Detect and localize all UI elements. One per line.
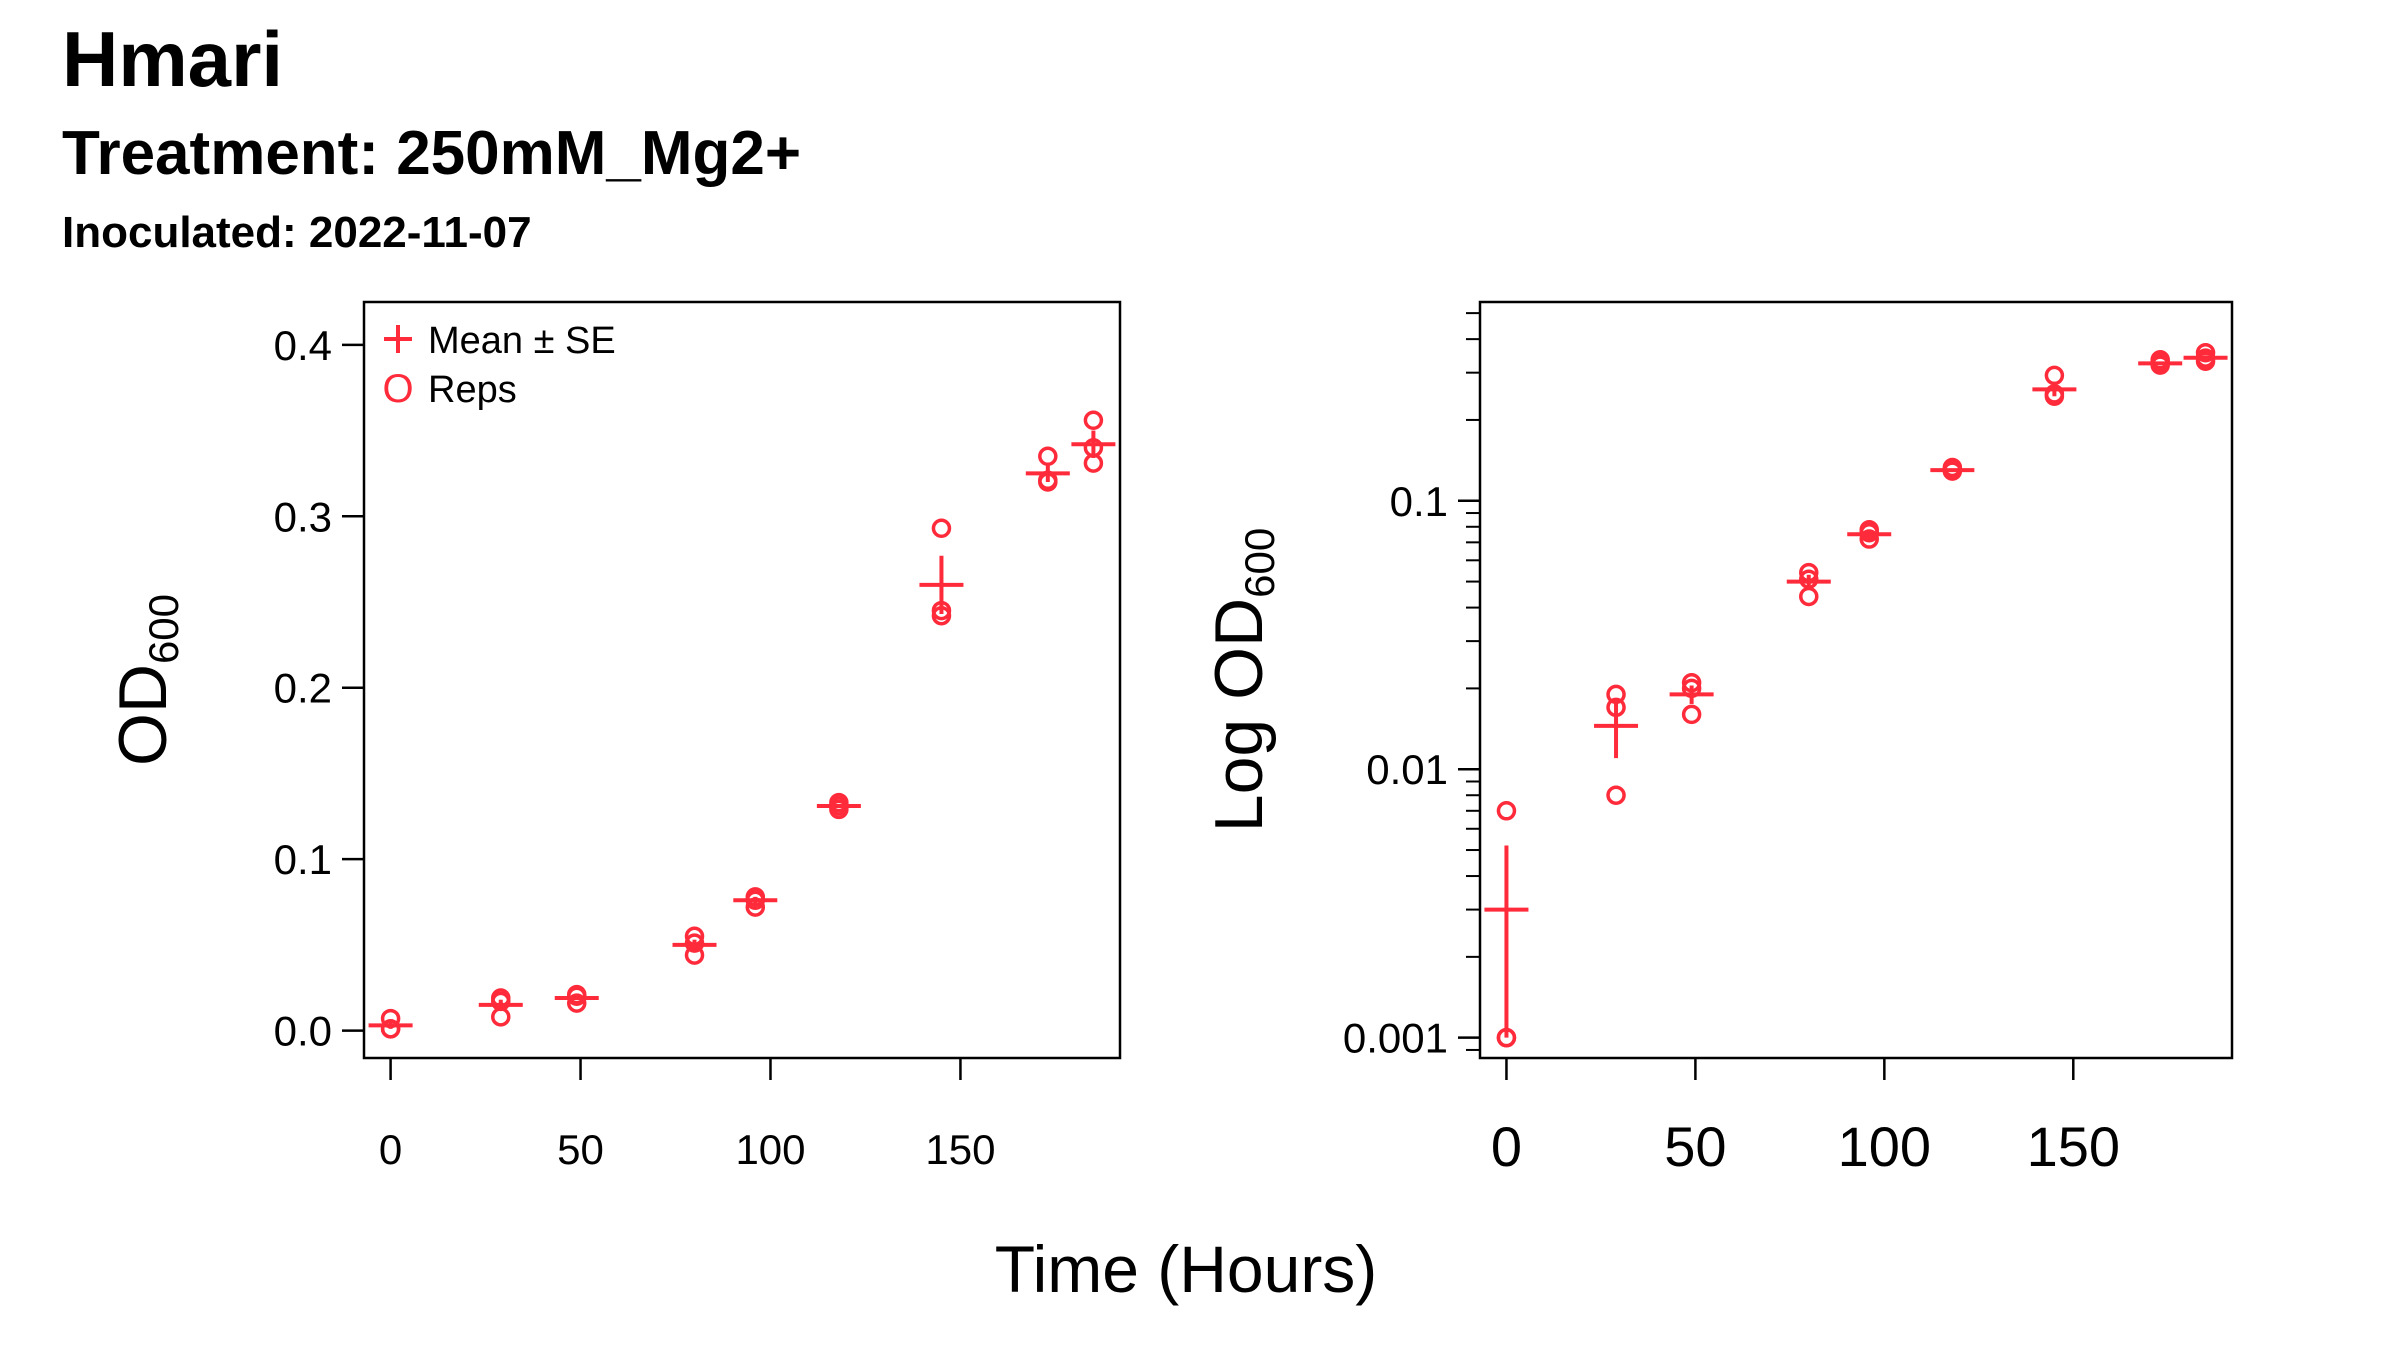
rep-point (1606, 785, 1626, 805)
rep-point (684, 933, 705, 953)
y-axis-label-subscript: 600 (1236, 528, 1283, 598)
x-tick-label: 0 (379, 1126, 402, 1173)
rep-point (2044, 386, 2065, 407)
y-tick-label: 0.3 (274, 493, 332, 540)
legend-reps-label: Reps (428, 369, 517, 411)
x-tick-label: 50 (557, 1126, 604, 1173)
rep-point (745, 890, 766, 911)
x-tick-label: 100 (1838, 1115, 1931, 1178)
rep-point (931, 518, 952, 539)
y-tick-label: 0.01 (1366, 746, 1448, 793)
rep-point (931, 605, 952, 626)
rep-point (1083, 453, 1104, 473)
chart-title: Hmari (62, 15, 284, 103)
plot-frame (1478, 300, 2234, 1060)
x-tick-label: 50 (1664, 1115, 1726, 1178)
rep-point (745, 897, 766, 917)
rep-point (566, 986, 587, 1007)
rep-point (1799, 586, 1819, 607)
x-tick-label: 150 (925, 1126, 995, 1173)
x-tick-label: 0 (1491, 1115, 1522, 1178)
x-axis-label: Time (Hours) (995, 1232, 1378, 1306)
rep-point (1496, 1027, 1517, 1048)
left-panel-od-linear: 0 50 100 150 0.0 0.1 0.2 0.3 0.4 OD600 Mean ± SE O R… (105, 300, 1122, 1173)
rep-point (1799, 562, 1819, 583)
y-tick-label: 0.0 (274, 1008, 332, 1055)
rep-point (1496, 801, 1517, 821)
rep-point (1859, 529, 1879, 549)
rep-point (491, 1007, 511, 1027)
y-tick-label: 0.2 (274, 665, 332, 712)
rep-point (1681, 672, 1702, 693)
x-tick-label: 100 (735, 1126, 805, 1173)
legend-reps-symbol: O (382, 367, 413, 411)
rep-point (1606, 697, 1626, 718)
rep-point (380, 1008, 401, 1029)
rep-point (829, 799, 849, 820)
x-tick-label: 150 (2027, 1115, 2120, 1178)
rep-point (1038, 446, 1058, 467)
rep-point (1681, 704, 1702, 725)
y-axis-label: OD600 (105, 594, 187, 766)
rep-point (1942, 461, 1963, 481)
plot-frame (362, 300, 1122, 1060)
rep-point (2195, 351, 2216, 371)
y-axis-label-subscript: 600 (140, 594, 187, 664)
inoculated-subtitle: Inoculated: 2022-11-07 (62, 208, 532, 257)
right-panel-od-log: 0 50 100 150 0.001 0.01 0.1 Log OD600 (1201, 300, 2234, 1178)
rep-point (2150, 355, 2170, 375)
rep-point (684, 926, 705, 947)
rep-point (1038, 472, 1058, 492)
rep-point (684, 945, 705, 965)
rep-point (566, 993, 587, 1013)
treatment-subtitle: Treatment: 250mM_Mg2+ (62, 119, 802, 188)
rep-point (1681, 678, 1702, 699)
rep-point (1859, 523, 1879, 543)
rep-point (380, 1019, 401, 1039)
y-tick-label: 0.1 (274, 836, 332, 883)
y-axis-label: Log OD600 (1201, 528, 1283, 832)
y-axis-label-main: OD (105, 664, 181, 766)
legend-mean-label: Mean ± SE (428, 320, 616, 362)
rep-point (2044, 365, 2065, 386)
y-tick-label: 0.001 (1343, 1015, 1448, 1062)
y-axis-label-main: Log OD (1201, 598, 1277, 832)
rep-point (1606, 684, 1626, 705)
y-tick-label: 0.1 (1390, 478, 1448, 525)
rep-point (1083, 410, 1104, 431)
y-tick-label: 0.4 (274, 322, 332, 369)
